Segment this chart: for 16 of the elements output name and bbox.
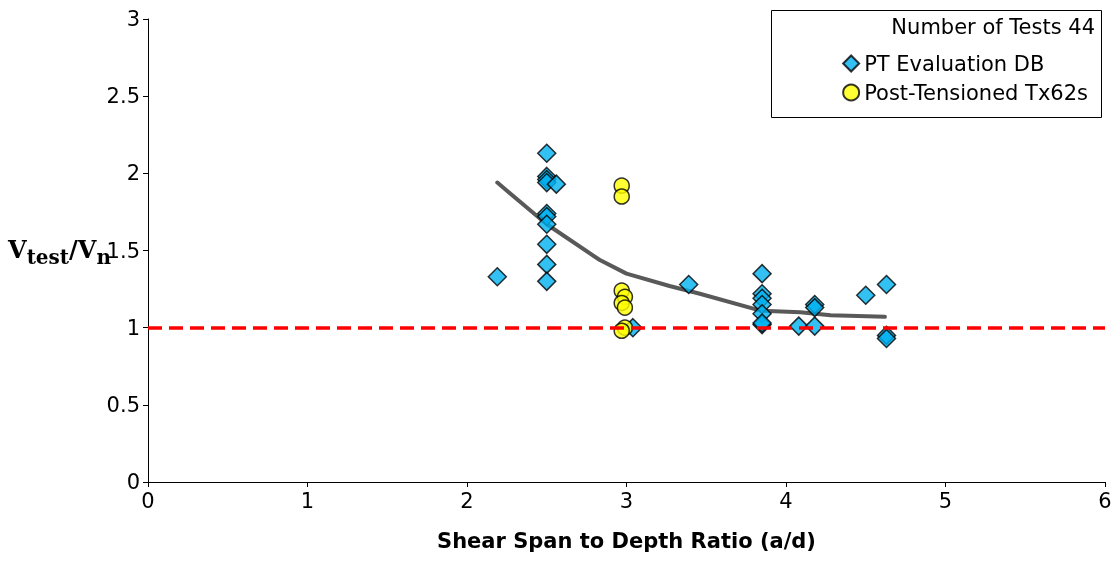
y-tick-label: 0.5: [106, 392, 140, 417]
x-tick-label: 6: [1098, 488, 1112, 513]
legend-label: PT Evaluation DB: [864, 51, 1045, 76]
legend-title: Number of Tests 44: [891, 14, 1096, 39]
y-tick-label: 2.5: [106, 84, 140, 109]
x-axis-title: Shear Span to Depth Ratio (a/d): [437, 528, 816, 553]
x-tick-label: 4: [779, 488, 793, 513]
x-tick-label: 5: [938, 488, 953, 513]
legend-label: Post-Tensioned Tx62s: [864, 80, 1089, 105]
y-tick-label: 1: [126, 315, 140, 340]
y-tick-label: 0: [126, 470, 140, 494]
x-tick-label: 3: [619, 488, 634, 513]
x-tick-label: 2: [460, 488, 474, 513]
y-tick-label: 2: [126, 161, 140, 186]
x-tick-label: 1: [300, 488, 315, 513]
y-tick-label: 3: [126, 7, 140, 31]
